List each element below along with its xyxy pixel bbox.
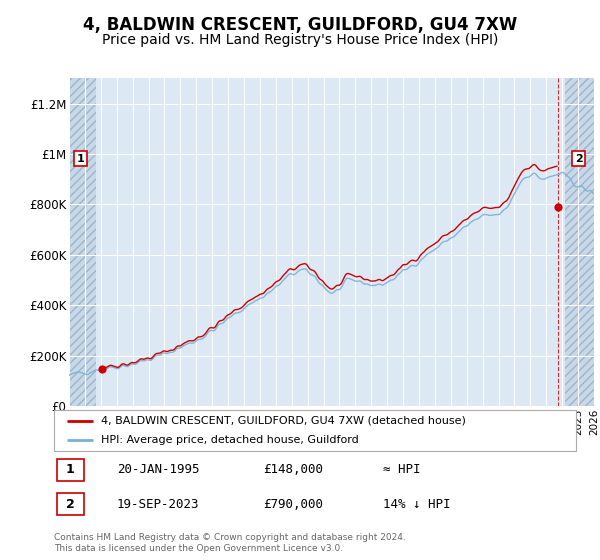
Text: 20-JAN-1995: 20-JAN-1995 bbox=[116, 463, 199, 476]
FancyBboxPatch shape bbox=[54, 410, 576, 451]
Bar bbox=[69, 78, 96, 406]
Bar bbox=[565, 78, 594, 406]
Point bbox=[97, 364, 106, 373]
Text: 1: 1 bbox=[66, 463, 74, 476]
Text: 2: 2 bbox=[575, 153, 583, 164]
Text: 4, BALDWIN CRESCENT, GUILDFORD, GU4 7XW: 4, BALDWIN CRESCENT, GUILDFORD, GU4 7XW bbox=[83, 16, 517, 34]
Text: 14% ↓ HPI: 14% ↓ HPI bbox=[383, 497, 451, 511]
Point bbox=[553, 202, 563, 211]
Text: 1: 1 bbox=[77, 153, 85, 164]
Text: HPI: Average price, detached house, Guildford: HPI: Average price, detached house, Guil… bbox=[101, 435, 359, 445]
Text: ≈ HPI: ≈ HPI bbox=[383, 463, 421, 476]
Text: 19-SEP-2023: 19-SEP-2023 bbox=[116, 497, 199, 511]
Text: £148,000: £148,000 bbox=[263, 463, 323, 476]
Text: £790,000: £790,000 bbox=[263, 497, 323, 511]
FancyBboxPatch shape bbox=[56, 493, 84, 515]
Text: 2: 2 bbox=[66, 497, 74, 511]
Text: Contains HM Land Registry data © Crown copyright and database right 2024.
This d: Contains HM Land Registry data © Crown c… bbox=[54, 533, 406, 553]
Text: 4, BALDWIN CRESCENT, GUILDFORD, GU4 7XW (detached house): 4, BALDWIN CRESCENT, GUILDFORD, GU4 7XW … bbox=[101, 416, 466, 426]
Text: Price paid vs. HM Land Registry's House Price Index (HPI): Price paid vs. HM Land Registry's House … bbox=[102, 33, 498, 47]
FancyBboxPatch shape bbox=[56, 459, 84, 481]
